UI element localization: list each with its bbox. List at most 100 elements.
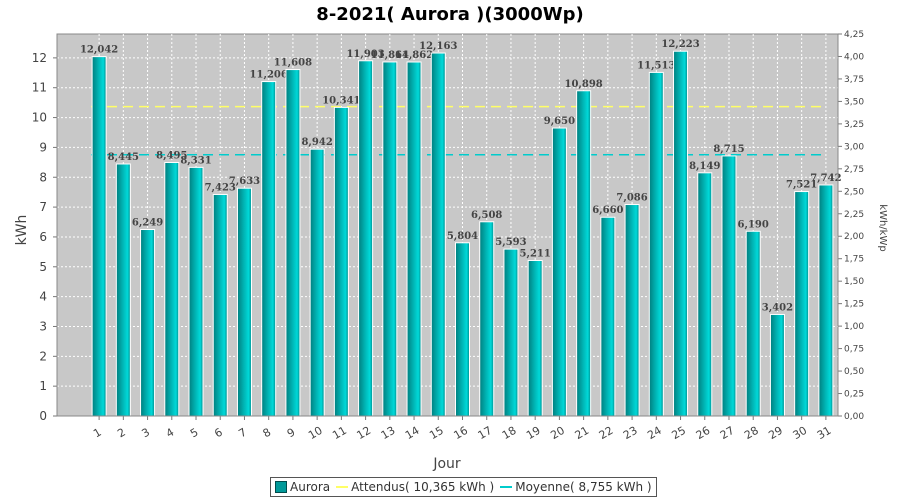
data-label: 10,898 [564, 79, 602, 90]
y2-tick-label: 1,75 [844, 255, 864, 265]
y2-axis-title: kWh/kWp [877, 204, 888, 251]
x-tick-label: 31 [815, 424, 834, 442]
x-tick-label: 6 [212, 426, 225, 441]
x-tick-label: 5 [188, 426, 201, 441]
bar [745, 230, 761, 417]
data-label: 8,445 [108, 152, 139, 163]
y2-tick-label: 0,75 [844, 345, 864, 355]
x-tick-label: 20 [548, 424, 567, 442]
bar [212, 193, 228, 417]
bar [455, 242, 470, 417]
data-label: 12,163 [419, 41, 457, 52]
data-label: 11,513 [637, 60, 675, 71]
y2-tick-label: 4,00 [844, 52, 864, 62]
y2-tick-label: 3,75 [844, 75, 864, 85]
legend-label-average: Moyenne( 8,755 kWh ) [515, 480, 652, 494]
x-axis-title: Jour [432, 456, 461, 472]
y2-tick-label: 3,25 [844, 120, 864, 130]
y-tick-label: 4 [39, 290, 47, 304]
data-label: 12,223 [661, 39, 699, 50]
data-label: 7,423 [205, 182, 236, 193]
bar [648, 71, 664, 417]
data-label: 3,402 [762, 302, 793, 313]
data-label: 11,862 [395, 50, 433, 61]
y2-tick-label: 1,00 [844, 322, 864, 332]
x-tick-label: 14 [403, 424, 422, 442]
bar [818, 184, 834, 417]
y-tick-label: 11 [32, 81, 47, 95]
data-label: 8,495 [156, 150, 187, 161]
x-tick-label: 21 [573, 424, 592, 442]
bar [333, 106, 349, 417]
y-tick-label: 6 [39, 230, 47, 244]
chart-title: 8-2021( Aurora )(3000Wp) [316, 4, 584, 25]
legend-swatch-expected [336, 486, 349, 488]
x-tick-label: 4 [164, 426, 177, 441]
x-tick-label: 10 [306, 424, 325, 442]
y2-tick-label: 0,25 [844, 390, 864, 400]
x-tick-label: 11 [330, 424, 349, 442]
bar [140, 229, 156, 417]
x-tick-label: 27 [718, 424, 737, 442]
bar [697, 172, 713, 417]
bar [430, 52, 446, 417]
data-label: 7,086 [616, 193, 647, 204]
bar [769, 313, 785, 417]
y2-tick-label: 1,25 [844, 300, 864, 310]
data-label: 7,633 [229, 176, 260, 187]
data-label: 8,331 [180, 155, 211, 166]
bar [188, 166, 204, 417]
bar [115, 163, 131, 417]
data-label: 6,508 [471, 210, 502, 221]
bar [309, 148, 325, 417]
y-tick-label: 3 [39, 319, 47, 333]
x-tick-label: 9 [285, 426, 298, 441]
y2-tick-label: 0,50 [844, 367, 864, 377]
bar [624, 204, 640, 417]
data-label: 5,804 [447, 231, 478, 242]
bar [721, 155, 737, 417]
data-label: 6,190 [738, 219, 769, 230]
bar [382, 61, 398, 417]
bar [576, 90, 592, 417]
data-label: 8,942 [301, 137, 332, 148]
legend-item-average: Moyenne( 8,755 kWh ) [500, 480, 652, 494]
y2-tick-label: 2,50 [844, 187, 864, 197]
bar [406, 61, 422, 417]
legend-item-expected: Attendus( 10,365 kWh ) [336, 480, 494, 494]
y-tick-label: 10 [32, 111, 47, 125]
data-label: 11,206 [250, 70, 288, 81]
x-tick-label: 25 [669, 424, 688, 442]
y-tick-label: 9 [39, 140, 47, 154]
x-tick-label: 23 [621, 424, 640, 442]
x-tick-label: 16 [451, 424, 470, 442]
data-label: 6,249 [132, 218, 163, 229]
data-label: 11,903 [346, 49, 384, 60]
bar [527, 259, 543, 417]
bar [91, 56, 107, 417]
y-tick-label: 5 [39, 260, 47, 274]
legend-swatch-aurora [275, 481, 287, 493]
legend: Aurora Attendus( 10,365 kWh ) Moyenne( 8… [270, 477, 657, 497]
legend-swatch-average [500, 486, 513, 488]
data-label: 5,211 [520, 248, 551, 259]
y2-tick-label: 2,25 [844, 210, 864, 220]
y2-tick-label: 3,00 [844, 142, 864, 152]
data-label: 10,341 [322, 95, 360, 106]
y-tick-label: 1 [39, 379, 47, 393]
bar [600, 216, 616, 417]
y-tick-label: 8 [39, 170, 47, 184]
data-label: 7,521 [786, 180, 817, 191]
bar [551, 127, 567, 417]
y-tick-label: 12 [32, 51, 47, 65]
data-label: 7,742 [810, 173, 841, 184]
x-tick-label: 24 [645, 424, 664, 442]
bar [164, 161, 180, 417]
y2-tick-label: 4,25 [844, 30, 864, 40]
y-tick-label: 2 [39, 349, 47, 363]
x-tick-label: 8 [261, 426, 274, 441]
x-tick-label: 3 [140, 426, 153, 441]
x-tick-label: 1 [91, 426, 104, 441]
y-axis-title: kWh [14, 215, 30, 246]
